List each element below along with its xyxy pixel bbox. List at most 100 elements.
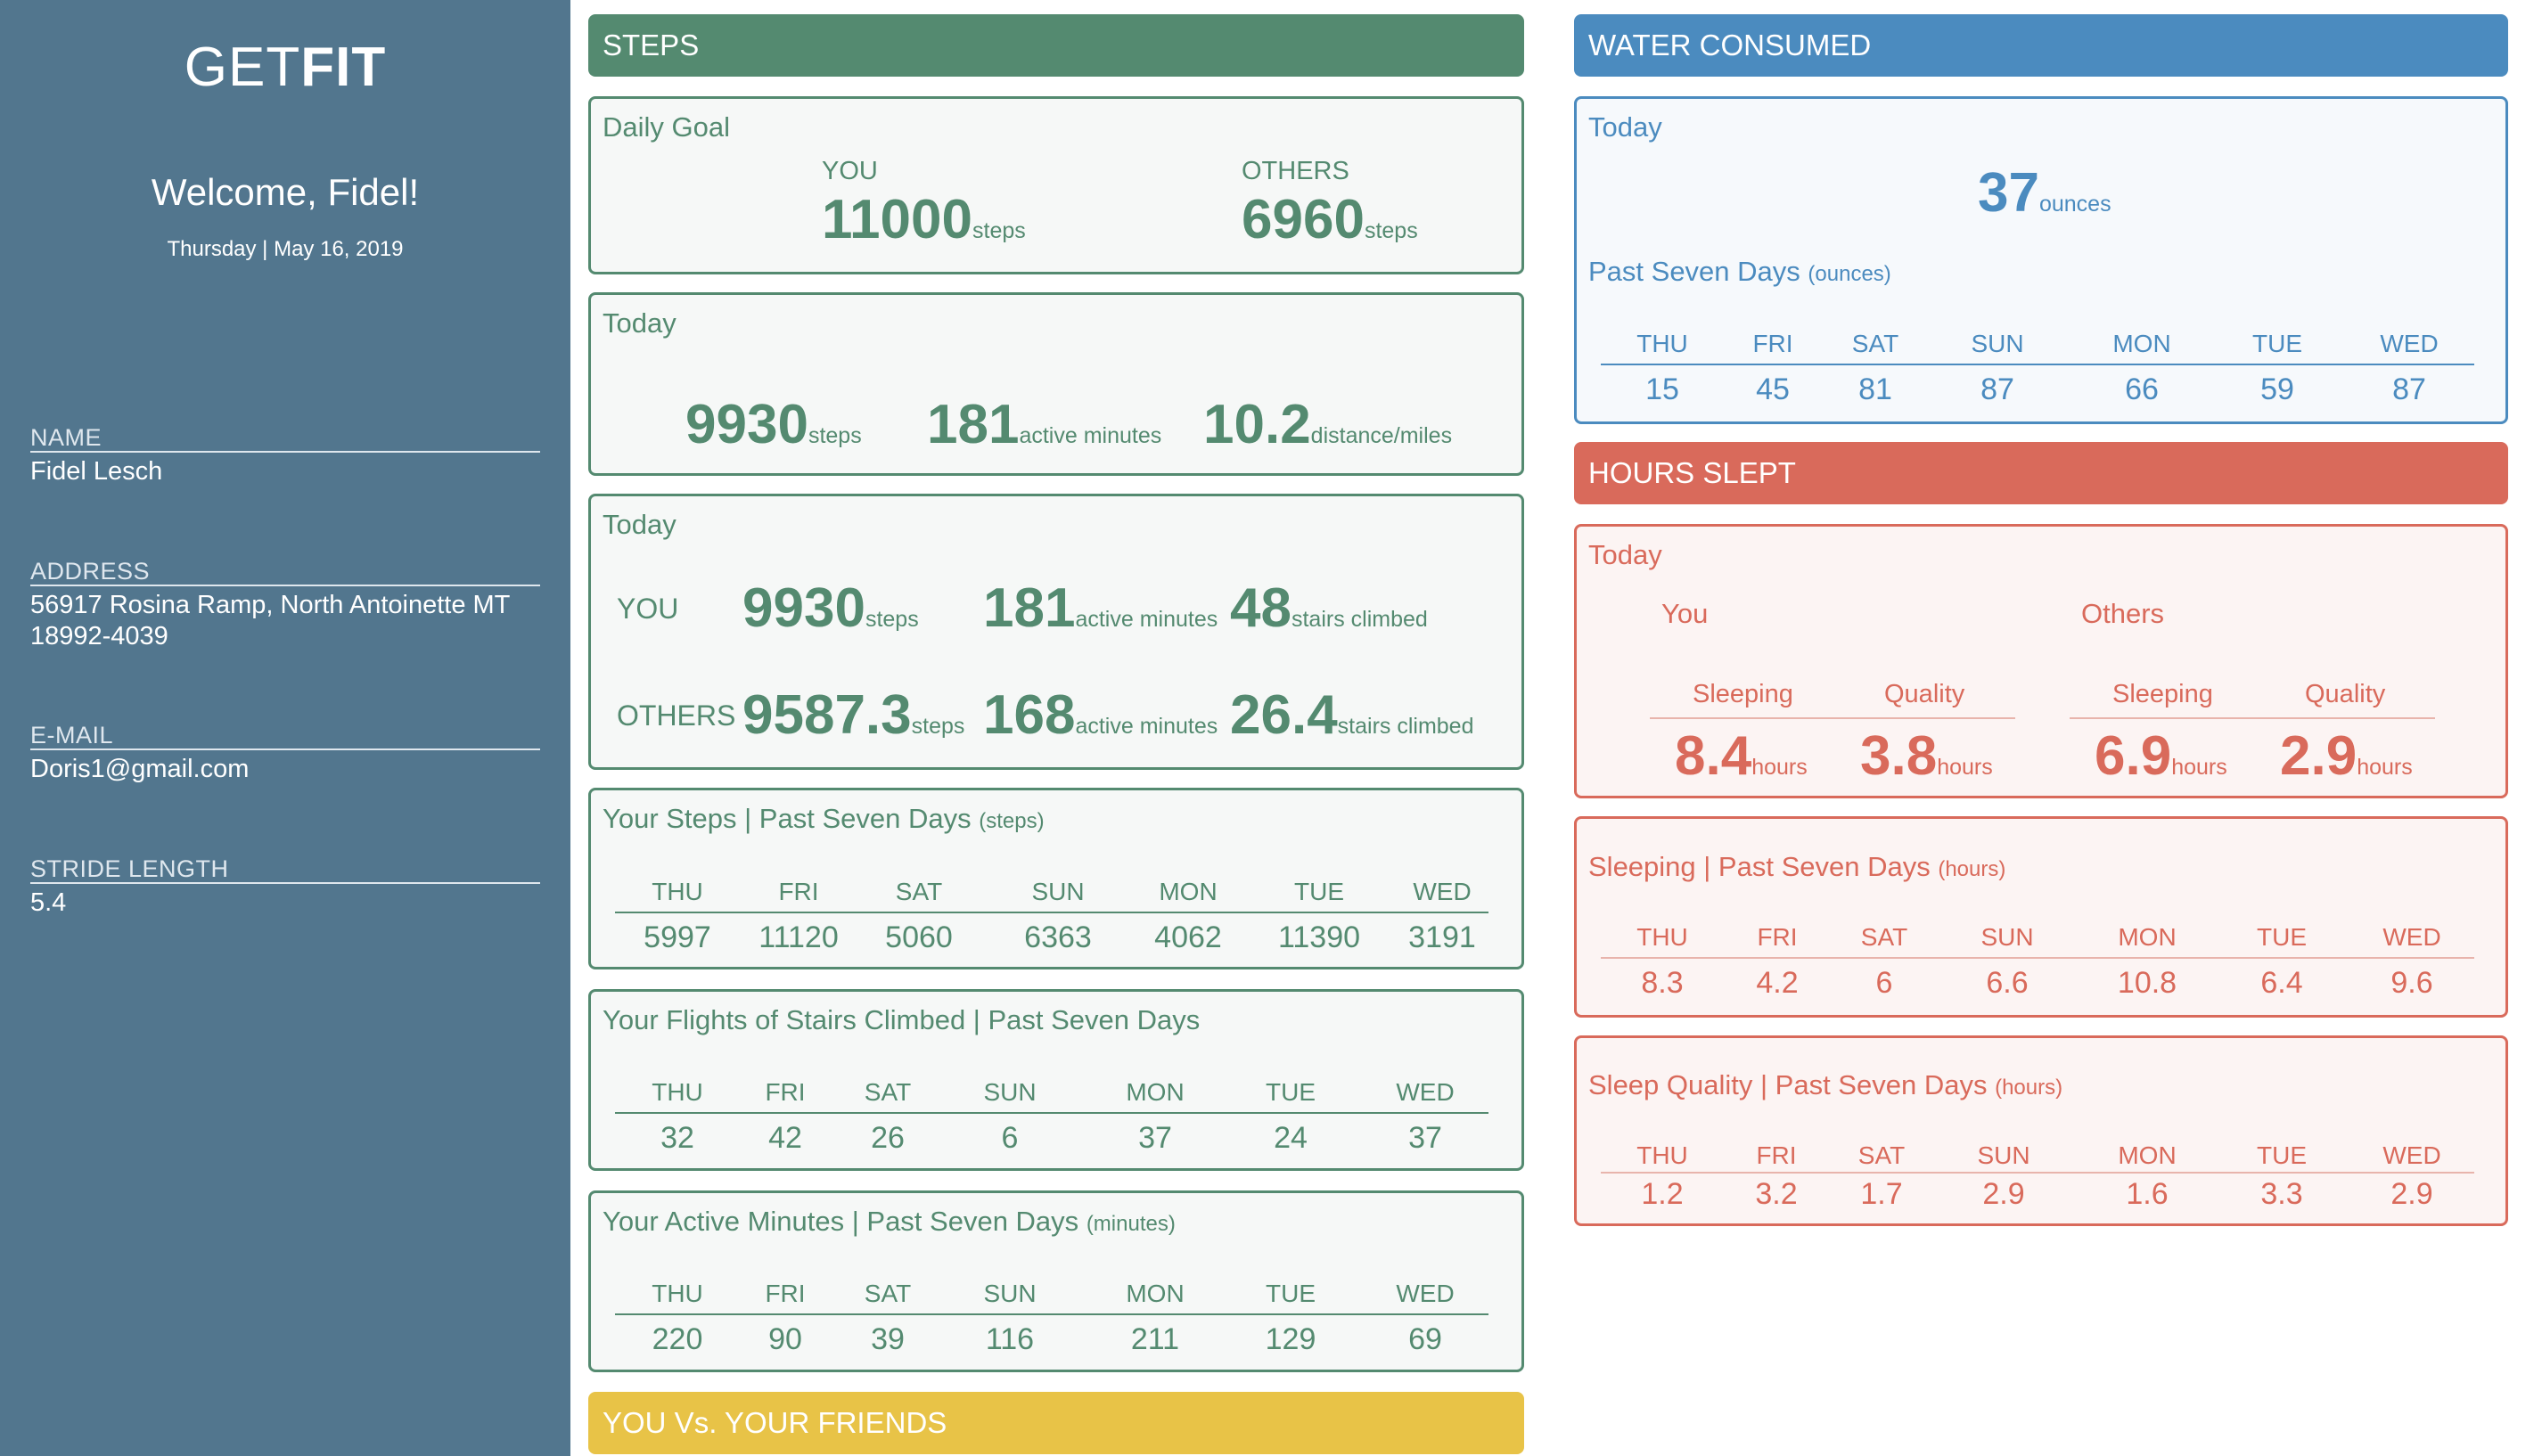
card-title: Today (603, 307, 676, 339)
profile-name: NAME Fidel Lesch (30, 424, 540, 487)
others-quality-label: Quality (2305, 680, 2386, 708)
profile-address: ADDRESS 56917 Rosina Ramp, North Antoine… (30, 558, 540, 652)
day-header: WED (1396, 1078, 1455, 1106)
others-goal-value: 6960steps (1242, 189, 1418, 250)
day-value: 4062 (1154, 920, 1222, 954)
day-header: MON (1126, 1078, 1185, 1106)
you-goal-value: 11000steps (822, 189, 1026, 250)
day-value: 1.7 (1860, 1177, 1903, 1211)
week-sleep-card: Sleeping | Past Seven Days (hours) THU 8.… (1574, 816, 2508, 1018)
day-value: 116 (985, 1322, 1035, 1356)
card-title: Daily Goal (603, 111, 730, 143)
others-sleeping-label: Sleeping (2112, 680, 2213, 708)
day-header: THU (652, 1280, 703, 1307)
sleep-header: HOURS SLEPT (1574, 442, 2508, 504)
day-header: TUE (1266, 1280, 1316, 1307)
day-header: MON (2118, 923, 2177, 951)
day-value: 32 (660, 1121, 694, 1155)
table-divider (1601, 364, 2474, 365)
others-label: OTHERS (617, 699, 736, 732)
day-header: FRI (1752, 330, 1793, 357)
day-value: 24 (1274, 1121, 1308, 1155)
day-value: 42 (768, 1121, 802, 1155)
field-value-line2: 18992-4039 (30, 622, 168, 650)
day-value: 6.6 (1986, 966, 2029, 1000)
day-value: 69 (1408, 1322, 1442, 1356)
profile-email: E-MAIL Doris1@gmail.com (30, 722, 540, 785)
day-value: 11120 (758, 920, 839, 954)
field-label: NAME (30, 424, 540, 453)
day-value: 2.9 (2390, 1177, 2433, 1211)
day-header: TUE (2252, 330, 2302, 357)
day-header: SUN (1031, 878, 1085, 905)
table-divider (615, 912, 1488, 913)
card-title: Your Flights of Stairs Climbed | Past Se… (603, 1004, 1201, 1035)
week-sleep-quality-card: Sleep Quality | Past Seven Days (hours) … (1574, 1035, 2508, 1226)
day-header: SAT (1857, 1141, 1906, 1169)
day-header: WED (1396, 1280, 1455, 1307)
you-sleeping-label: Sleeping (1693, 680, 1793, 708)
day-header: WED (2380, 330, 2439, 357)
day-header: THU (652, 1078, 703, 1106)
day-value: 87 (1980, 372, 2014, 406)
others-divider (2070, 717, 2435, 719)
day-value: 11390 (1277, 920, 1361, 954)
others-steps: 9587.3steps (742, 684, 965, 746)
day-value: 87 (2392, 372, 2426, 406)
you-label: You (1661, 598, 1709, 629)
day-value: 6 (1001, 1121, 1019, 1155)
day-header: THU (1636, 330, 1688, 357)
you-divider (1650, 717, 2015, 719)
day-header: SUN (1977, 1141, 2030, 1169)
day-header: WED (2382, 923, 2441, 951)
day-value: 37 (1408, 1121, 1442, 1155)
others-sleeping-value: 6.9hours (2095, 725, 2227, 787)
day-header: SUN (983, 1078, 1037, 1106)
day-header: TUE (2257, 1141, 2307, 1169)
app-logo: GETFIT (184, 37, 387, 98)
card-title: Today (1588, 539, 1662, 570)
profile-stride-length: STRIDE LENGTH 5.4 (30, 855, 540, 919)
day-value: 81 (1858, 372, 1892, 406)
day-value: 220 (652, 1322, 703, 1356)
day-value: 6 (1875, 966, 1893, 1000)
you-stairs: 48stairs climbed (1230, 577, 1428, 639)
water-card: Today 37ounces Past Seven Days (ounces) … (1574, 96, 2508, 424)
day-value: 1.6 (2126, 1177, 2169, 1211)
card-title: Your Steps | Past Seven Days (steps) (603, 803, 1045, 834)
day-header: WED (1413, 878, 1472, 905)
daily-goal-card: Daily Goal YOU 11000steps OTHERS 6960ste… (588, 96, 1524, 274)
day-value: 9.6 (2390, 966, 2433, 1000)
day-header: TUE (1294, 878, 1344, 905)
day-value: 45 (1756, 372, 1790, 406)
day-value: 1.2 (1641, 1177, 1684, 1211)
day-value: 2.9 (1982, 1177, 2025, 1211)
table-divider (1601, 957, 2474, 959)
card-title: Today (1588, 111, 1662, 143)
today-comparison-card: Today YOU 9930steps 181active minutes 48… (588, 494, 1524, 770)
field-value: 56917 Rosina Ramp, North Antoinette MT (30, 591, 511, 619)
day-value: 211 (1130, 1322, 1180, 1356)
day-value: 39 (871, 1322, 905, 1356)
field-value: 5.4 (30, 888, 67, 917)
day-header: SAT (895, 878, 943, 905)
you-active-minutes: 181active minutes (983, 577, 1218, 639)
day-header: FRI (765, 1078, 806, 1106)
sidebar: GETFIT Welcome, Fidel! Thursday | May 16… (0, 0, 570, 1456)
day-value: 3.3 (2260, 1177, 2303, 1211)
steps-today-card: Today 9930steps 181active minutes 10.2di… (588, 292, 1524, 476)
day-value: 10.8 (2117, 966, 2177, 1000)
current-date: Thursday | May 16, 2019 (167, 237, 404, 261)
day-header: MON (1126, 1280, 1185, 1307)
week-active-minutes-card: Your Active Minutes | Past Seven Days (m… (588, 1190, 1524, 1372)
you-label: YOU (822, 157, 878, 185)
day-header: TUE (2257, 923, 2307, 951)
day-header: SUN (983, 1280, 1037, 1307)
day-header: MON (2112, 330, 2171, 357)
day-header: SAT (1851, 330, 1899, 357)
welcome-message: Welcome, Fidel! (151, 171, 420, 213)
water-week-title: Past Seven Days (ounces) (1588, 256, 1891, 287)
water-header: WATER CONSUMED (1574, 14, 2508, 77)
day-value: 6363 (1024, 920, 1092, 954)
field-label: STRIDE LENGTH (30, 855, 540, 884)
